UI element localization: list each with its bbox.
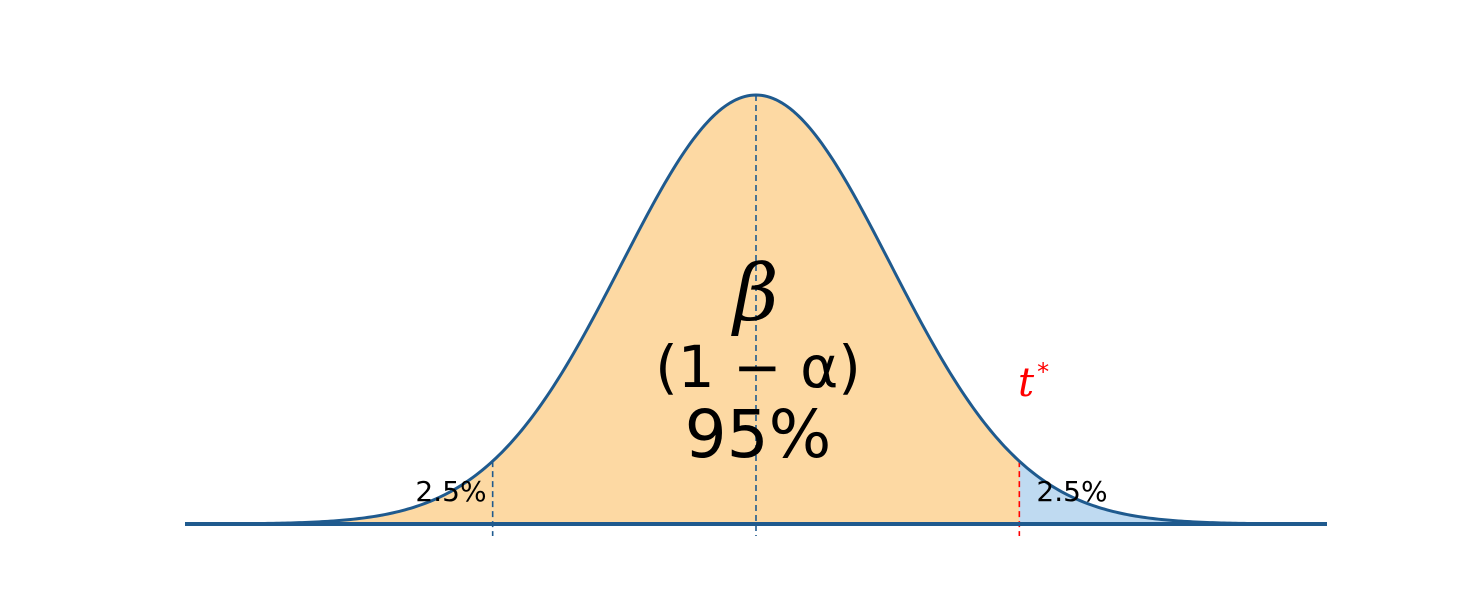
critical-value-superscript: * [1037,358,1049,386]
left-tail-area [185,461,493,524]
normal-curve [184,93,1328,526]
left-tail-percent-label: 2.5% [415,475,486,508]
critical-value-letter: t [1018,360,1035,406]
one-minus-alpha-label: (1 − α) [655,333,861,401]
right-tail-area [1019,461,1327,524]
center-percent-label: 95% [685,396,832,473]
critical-value-label: t * [1018,358,1049,406]
beta-label: β [730,249,778,339]
right-tail-percent-label: 2.5% [1036,475,1107,508]
